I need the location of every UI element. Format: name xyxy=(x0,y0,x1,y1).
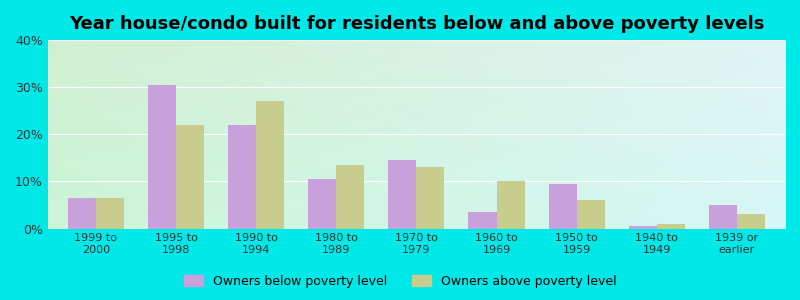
Bar xyxy=(629,226,657,229)
Bar xyxy=(96,198,124,229)
Bar xyxy=(308,179,336,229)
Bar xyxy=(497,182,525,229)
Bar xyxy=(256,101,284,229)
Bar xyxy=(336,165,364,229)
Bar xyxy=(737,214,765,229)
Bar xyxy=(549,184,577,229)
Legend: Owners below poverty level, Owners above poverty level: Owners below poverty level, Owners above… xyxy=(178,268,622,294)
Bar xyxy=(388,160,416,229)
Bar xyxy=(469,212,497,229)
Bar xyxy=(68,198,96,229)
Bar xyxy=(176,125,204,229)
Bar xyxy=(148,85,176,229)
Bar xyxy=(709,205,737,229)
Title: Year house/condo built for residents below and above poverty levels: Year house/condo built for residents bel… xyxy=(69,15,764,33)
Bar xyxy=(577,200,605,229)
Bar xyxy=(657,224,685,229)
Bar xyxy=(416,167,445,229)
Bar xyxy=(228,125,256,229)
